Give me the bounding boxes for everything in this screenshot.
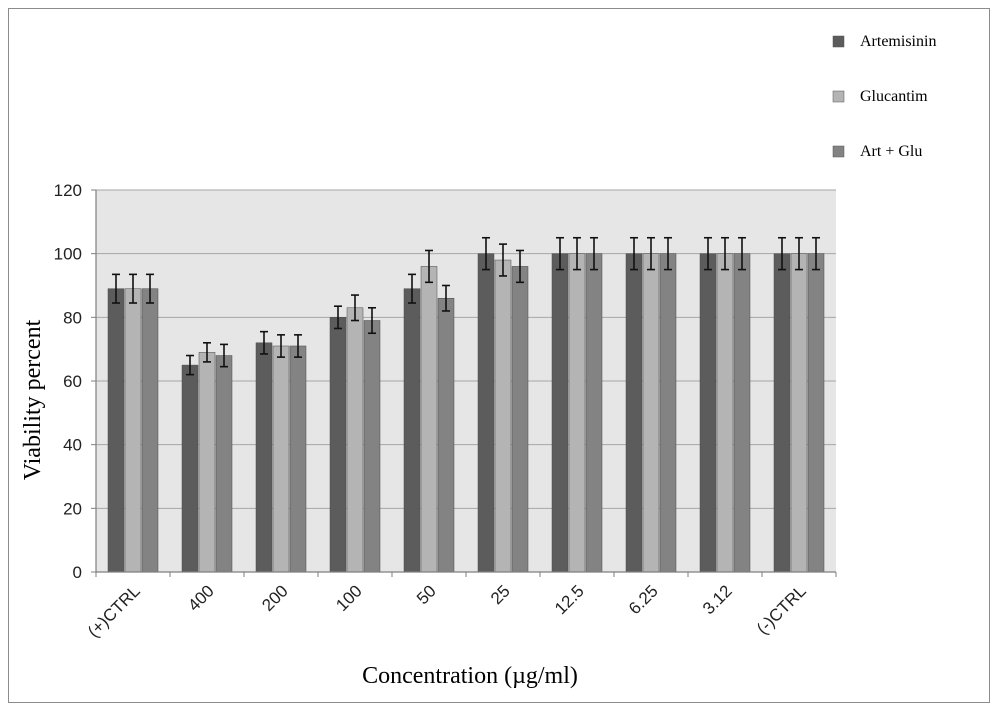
error-bar <box>129 273 137 304</box>
bar-art-glu-2 <box>289 345 307 573</box>
bar-glucantim-0 <box>124 288 142 573</box>
error-bar <box>260 330 268 355</box>
bar-art-glu-8 <box>733 253 751 573</box>
bar-art-glu-1 <box>215 355 233 573</box>
y-tick-label: 40 <box>63 436 82 455</box>
x-tick-label: 3.12 <box>699 581 736 618</box>
bar-glucantim-1 <box>198 352 216 573</box>
x-tick-label: 200 <box>258 581 291 614</box>
legend-item: Glucantim <box>832 88 928 105</box>
error-bar <box>721 236 729 271</box>
error-bar <box>812 236 820 271</box>
bar-art-glu-3 <box>363 320 381 573</box>
bar-glucantim-9 <box>790 253 808 573</box>
x-tick-label: (+)CTRL <box>84 581 144 641</box>
error-bar <box>112 273 120 304</box>
bar-artemisinin-4 <box>403 288 421 573</box>
error-bar <box>516 249 524 284</box>
bar-artemisinin-0 <box>107 288 125 573</box>
bar-artemisinin-3 <box>329 317 347 573</box>
bar-art-glu-6 <box>585 253 603 573</box>
error-bar <box>647 236 655 271</box>
error-bar <box>146 273 154 304</box>
x-tick-label: 100 <box>332 581 365 614</box>
bar-artemisinin-7 <box>625 253 643 573</box>
y-tick-label: 20 <box>63 499 82 518</box>
error-bar <box>482 236 490 271</box>
error-bar <box>294 334 302 358</box>
bar-artemisinin-2 <box>255 342 273 573</box>
error-bar <box>778 236 786 271</box>
error-bar <box>368 306 376 335</box>
x-tick-label: 12.5 <box>551 581 588 618</box>
error-bar <box>704 236 712 271</box>
error-bar <box>738 236 746 271</box>
bar-glucantim-3 <box>346 307 364 573</box>
error-bar <box>499 243 507 277</box>
bar-glucantim-4 <box>420 266 438 573</box>
legend-item: Artemisinin <box>832 33 936 50</box>
error-bar <box>334 305 342 330</box>
legend-swatch <box>832 90 845 103</box>
bar-artemisinin-9 <box>773 253 791 573</box>
y-tick-label: 60 <box>63 372 82 391</box>
bar-art-glu-4 <box>437 297 455 573</box>
bar-art-glu-0 <box>141 288 159 573</box>
legend: Artemisinin Glucantim Art + Glu <box>832 33 936 160</box>
x-tick-label: 400 <box>184 581 217 614</box>
error-bar <box>351 294 359 322</box>
error-bar <box>442 284 450 312</box>
bar-art-glu-9 <box>807 253 825 573</box>
legend-swatch <box>832 35 845 48</box>
error-bar <box>630 236 638 271</box>
bar-artemisinin-8 <box>699 253 717 573</box>
error-bar <box>277 334 285 358</box>
bar-artemisinin-6 <box>551 253 569 573</box>
error-bar <box>573 236 581 271</box>
error-bar <box>590 236 598 271</box>
legend-swatch <box>832 145 845 158</box>
x-tick-label: 6.25 <box>625 581 662 618</box>
error-bar <box>203 341 211 363</box>
bar-glucantim-6 <box>568 253 586 573</box>
legend-label: Art + Glu <box>860 143 922 160</box>
error-bar <box>556 236 564 271</box>
legend-item: Art + Glu <box>832 143 922 160</box>
legend-label: Glucantim <box>860 88 928 105</box>
legend-label: Artemisinin <box>860 33 936 50</box>
error-bar <box>425 249 433 284</box>
y-tick-label: 100 <box>54 245 82 264</box>
bar-glucantim-5 <box>494 259 512 573</box>
error-bar <box>408 273 416 304</box>
error-bar <box>795 236 803 271</box>
x-tick-label: (-)CTRL <box>753 581 810 638</box>
x-tick-label: 25 <box>487 581 514 608</box>
bar-art-glu-7 <box>659 253 677 573</box>
y-tick-label: 80 <box>63 308 82 327</box>
y-axis-title: Viability percent <box>20 319 46 480</box>
bar-glucantim-7 <box>642 253 660 573</box>
bar-artemisinin-1 <box>181 364 199 573</box>
x-axis-title: Concentration (µg/ml) <box>362 663 578 689</box>
bar-glucantim-2 <box>272 345 290 573</box>
y-tick-label: 0 <box>73 563 82 582</box>
bar-art-glu-5 <box>511 266 529 573</box>
bar-glucantim-8 <box>716 253 734 573</box>
error-bar <box>186 354 194 376</box>
error-bar <box>664 236 672 271</box>
x-tick-label: 50 <box>413 581 440 608</box>
bar-artemisinin-5 <box>477 253 495 573</box>
y-tick-label: 120 <box>54 181 82 200</box>
error-bar <box>220 343 228 368</box>
